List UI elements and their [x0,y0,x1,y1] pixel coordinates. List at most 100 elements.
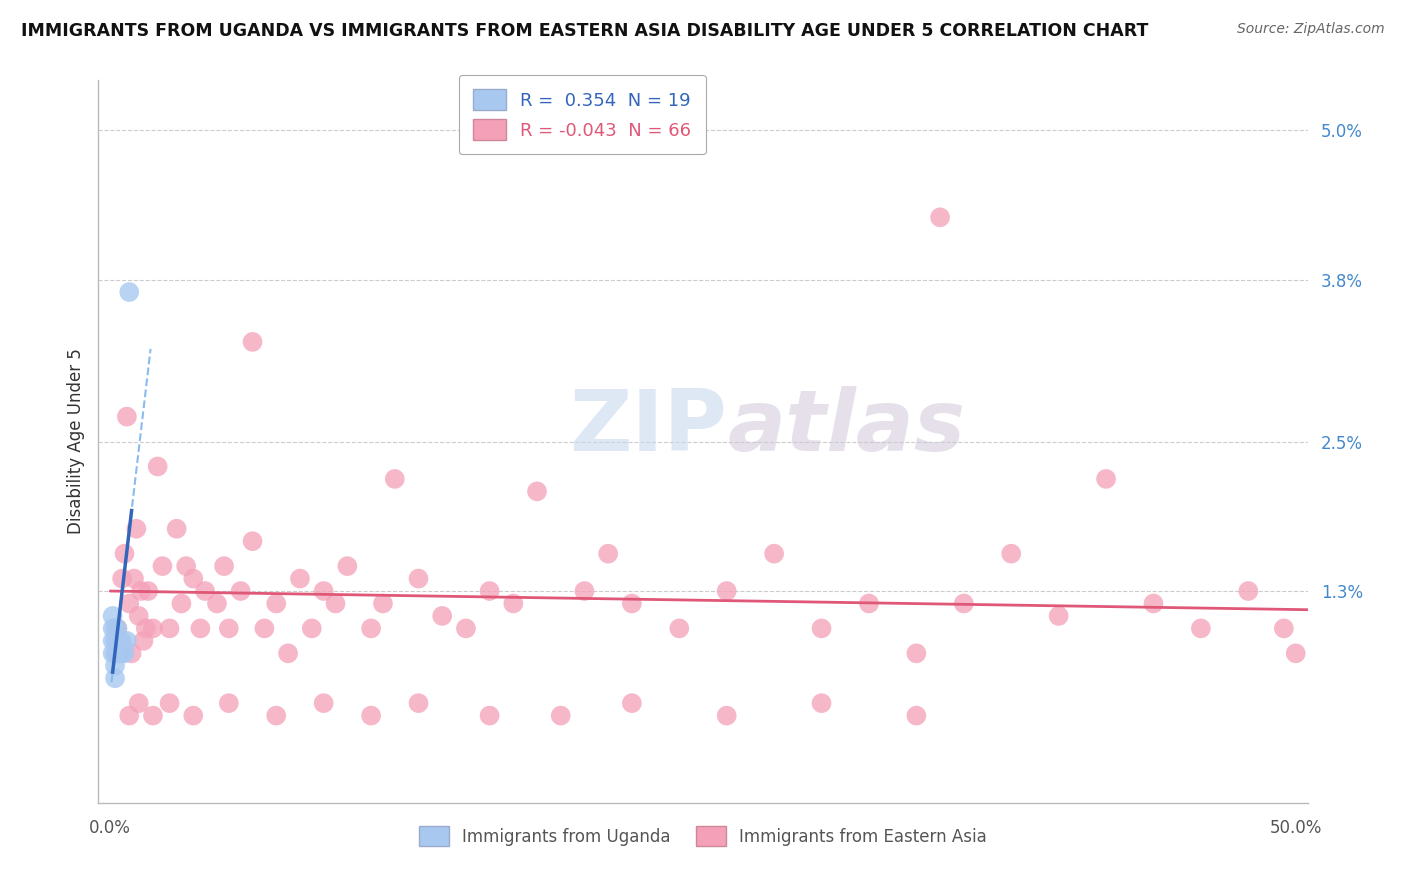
Point [136,584,159,599]
Point [360,621,382,635]
Point [952,597,974,611]
Point [111,572,134,586]
Point [312,584,335,599]
Point [105,646,128,660]
Point [115,633,138,648]
Point [114,547,136,561]
Point [101,621,124,635]
Point [620,696,643,710]
Text: atlas: atlas [727,385,966,468]
Point [105,633,128,648]
Point [905,708,928,723]
Point [1237,584,1260,599]
Point [264,708,287,723]
Point [108,646,131,660]
Point [408,572,430,586]
Point [129,584,152,599]
Point [1308,646,1330,660]
Point [218,696,240,710]
Point [1379,621,1402,635]
Point [142,708,165,723]
Point [526,484,548,499]
Text: IMMIGRANTS FROM UGANDA VS IMMIGRANTS FROM EASTERN ASIA DISABILITY AGE UNDER 5 CO: IMMIGRANTS FROM UGANDA VS IMMIGRANTS FRO… [21,22,1149,40]
Point [111,633,134,648]
Text: ZIP: ZIP [569,385,727,468]
Point [181,572,204,586]
Point [128,696,150,710]
Point [128,609,150,624]
Point [111,646,134,660]
Point [212,559,235,574]
Point [478,584,501,599]
Y-axis label: Disability Age Under 5: Disability Age Under 5 [66,349,84,534]
Point [146,459,169,474]
Point [101,646,124,660]
Point [1142,597,1164,611]
Point [115,409,138,424]
Point [454,621,477,635]
Point [118,708,141,723]
Point [132,633,155,648]
Point [288,572,311,586]
Point [152,559,174,574]
Point [205,597,228,611]
Point [166,522,188,536]
Point [105,621,128,635]
Point [371,597,394,611]
Point [104,633,127,648]
Point [1331,621,1354,635]
Point [104,646,127,660]
Point [763,547,786,561]
Point [229,584,252,599]
Point [101,633,124,648]
Point [301,621,323,635]
Point [1000,547,1022,561]
Point [118,597,141,611]
Text: Source: ZipAtlas.com: Source: ZipAtlas.com [1237,22,1385,37]
Point [135,621,157,635]
Point [1285,646,1308,660]
Point [218,621,240,635]
Point [325,597,347,611]
Legend: Immigrants from Uganda, Immigrants from Eastern Asia: Immigrants from Uganda, Immigrants from … [412,820,994,852]
Point [360,708,382,723]
Point [104,658,127,673]
Point [190,621,212,635]
Point [101,609,124,624]
Point [159,621,181,635]
Point [716,584,738,599]
Point [242,334,264,349]
Point [716,708,738,723]
Point [312,696,335,710]
Point [122,572,145,586]
Point [1095,472,1118,486]
Point [478,708,501,723]
Point [1047,609,1070,624]
Point [108,633,131,648]
Point [502,597,524,611]
Point [159,696,181,710]
Point [142,621,165,635]
Point [114,646,136,660]
Point [336,559,359,574]
Point [668,621,690,635]
Point [104,671,127,685]
Point [105,621,128,635]
Point [264,597,287,611]
Point [125,522,148,536]
Point [620,597,643,611]
Point [181,708,204,723]
Point [118,285,141,299]
Point [104,621,127,635]
Point [550,708,572,723]
Point [194,584,217,599]
Point [574,584,596,599]
Point [1272,621,1295,635]
Point [408,696,430,710]
Point [121,646,143,660]
Point [810,621,832,635]
Point [277,646,299,660]
Point [905,646,928,660]
Point [253,621,276,635]
Point [929,211,952,225]
